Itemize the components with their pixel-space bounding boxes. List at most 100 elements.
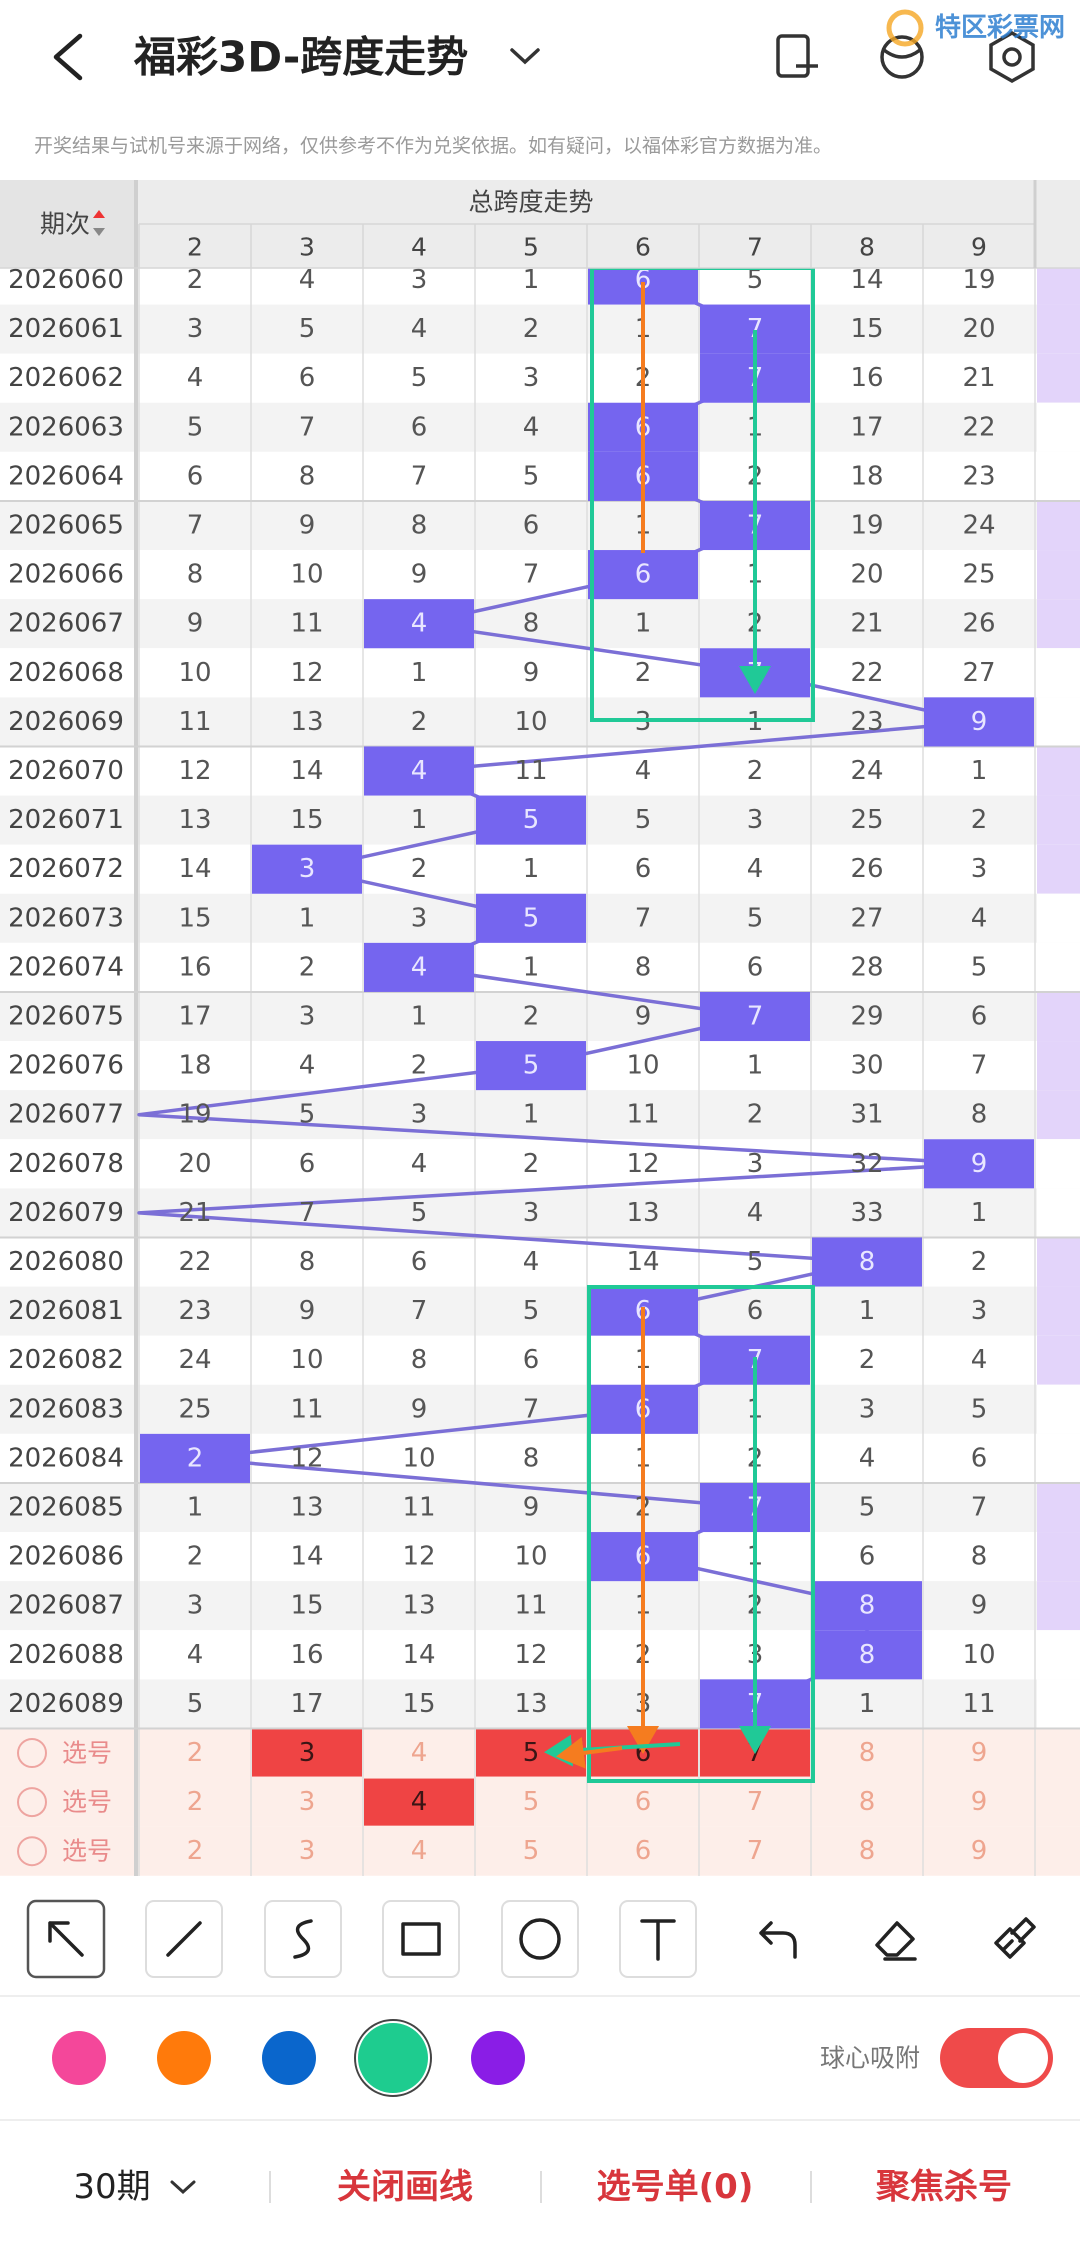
pick-number[interactable]: 7 [747,1836,764,1866]
omission-value: 6 [747,1296,764,1326]
side-strip [1037,550,1080,600]
omission-value: 6 [187,461,204,491]
tool-clear[interactable] [994,1917,1036,1959]
pick-number[interactable]: 9 [971,1787,988,1817]
tool-button[interactable] [501,1900,579,1978]
omission-value: 1 [523,265,540,295]
row-bg [0,1482,1080,1533]
settings-icon[interactable] [989,30,1035,84]
pick-number[interactable]: 5 [523,1787,540,1817]
pick-number[interactable]: 9 [971,1836,988,1866]
pick-number[interactable]: 6 [635,1836,652,1866]
color-swatch[interactable] [157,2031,211,2085]
pick-radio[interactable] [17,1787,47,1818]
icon-shape [1002,47,1022,67]
pick-number[interactable]: 7 [747,1787,764,1817]
omission-value: 11 [178,707,211,737]
bottom-action[interactable]: 关闭画线 [337,2167,473,2207]
period: 2026089 [8,1689,124,1719]
omission-value: 18 [178,1051,211,1081]
period: 2026073 [8,903,124,933]
sort-down[interactable] [93,228,105,236]
logo-mark [886,9,924,47]
pick-number[interactable]: 8 [859,1836,876,1866]
tool-button[interactable] [619,1900,697,1978]
pick-number[interactable]: 4 [411,1836,428,1866]
tool-button[interactable] [145,1900,223,1978]
color-swatch[interactable] [262,2031,316,2085]
tool-select[interactable] [48,1921,84,1957]
period: 2026070 [8,756,124,786]
omission-value: 17 [850,412,883,442]
tool-circle[interactable] [519,1918,561,1960]
omission-value: 25 [962,560,995,590]
pick-number[interactable]: 6 [635,1787,652,1817]
tool-undo[interactable] [759,1921,797,1959]
omission-value: 7 [635,903,652,933]
omission-value: 33 [850,1198,883,1228]
pick-number[interactable]: 5 [523,1836,540,1866]
pick-number[interactable]: 3 [299,1836,316,1866]
omission-value: 8 [971,1100,988,1130]
hit-cell [476,795,586,845]
omission-value: 5 [299,314,316,344]
bottom-action[interactable]: 聚焦杀号 [875,2167,1012,2207]
color-swatch[interactable] [471,2031,525,2085]
omission-value: 15 [290,1591,323,1621]
hit-value: 9 [971,707,988,737]
pick-number[interactable]: 3 [299,1787,316,1817]
color-swatch[interactable] [52,2031,106,2085]
pick-number[interactable]: 4 [411,1738,428,1768]
tool-button[interactable] [26,1899,106,1979]
omission-value: 14 [626,1247,659,1277]
pick-radio[interactable] [17,1836,47,1867]
omission-value: 2 [411,1051,428,1081]
tool-eraser[interactable] [875,1921,917,1961]
tool-button[interactable] [382,1900,460,1978]
bottom-action[interactable]: 选号单(0) [597,2167,754,2207]
tool-curve[interactable] [293,1919,313,1959]
omission-value: 17 [178,1002,211,1032]
tool-text[interactable] [640,1919,676,1961]
pick-number[interactable]: 2 [187,1738,204,1768]
back-button[interactable] [53,33,83,81]
hit-cell [812,1630,922,1680]
sort-up[interactable] [93,210,105,218]
pick-number[interactable]: 8 [859,1738,876,1768]
pick-radio[interactable] [17,1738,47,1768]
notice: 开奖结果与试机号来源于网络，仅供参考不作为兑奖依据。如有疑问，以福体彩官方数据为… [34,135,832,157]
pick-number[interactable]: 2 [187,1836,204,1866]
column-header: 9 [971,233,987,262]
omission-value: 3 [971,854,988,884]
pick-number[interactable]: 8 [859,1787,876,1817]
color-swatch[interactable] [358,2023,428,2093]
period-select[interactable]: 30期 [73,2167,150,2207]
tool-line[interactable] [166,1921,202,1957]
omission-value: 13 [178,805,211,835]
pick-number[interactable]: 9 [971,1738,988,1768]
period-chevron[interactable] [170,2180,196,2195]
period: 2026071 [8,805,124,835]
omission-value: 8 [523,609,540,639]
omission-value: 2 [187,1542,204,1572]
period-header[interactable]: 期次 [40,210,90,239]
period: 2026069 [8,707,124,737]
pick-number-selected[interactable]: 4 [411,1787,428,1817]
layout-icon[interactable] [776,34,818,78]
omission-value: 1 [747,1051,764,1081]
pick-number-selected[interactable]: 3 [299,1738,316,1768]
pick-selected[interactable] [364,1778,474,1826]
pick-number-selected[interactable]: 5 [523,1738,540,1768]
tool-rect[interactable] [401,1922,441,1956]
omission-value: 9 [299,1296,316,1326]
side-strip [1037,1581,1080,1631]
omission-value: 6 [411,412,428,442]
theme-icon[interactable] [880,35,924,79]
tool-button[interactable] [264,1900,342,1978]
title-dropdown[interactable] [510,48,540,65]
pick-number[interactable]: 2 [187,1787,204,1817]
pick-selected[interactable] [252,1729,362,1777]
period: 2026080 [8,1247,124,1277]
omission-value: 24 [850,756,883,786]
omission-value: 6 [299,1149,316,1179]
